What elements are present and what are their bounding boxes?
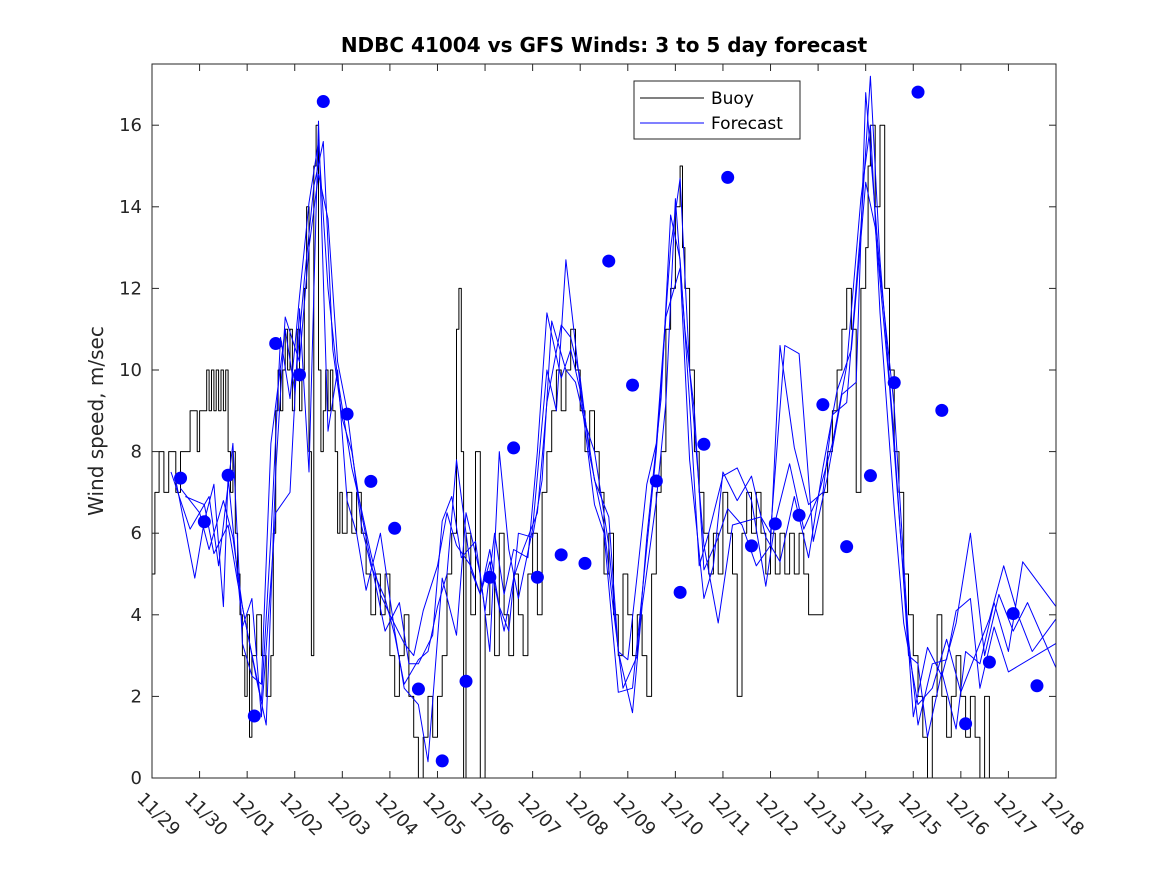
y-tick-label: 12	[119, 278, 142, 299]
x-tick-label: 12/14	[846, 789, 898, 841]
forecast-marker	[697, 437, 711, 451]
forecast-marker	[721, 170, 735, 184]
forecast-marker	[364, 474, 378, 488]
x-tick-label: 12/01	[228, 789, 280, 841]
axis-frame	[151, 63, 1057, 779]
legend-forecast-label: Forecast	[711, 114, 783, 134]
legend: Buoy Forecast	[633, 80, 801, 140]
forecast-marker	[982, 655, 996, 669]
forecast-marker	[507, 441, 521, 455]
marker-layer	[174, 85, 1044, 768]
forecast-marker	[292, 368, 306, 382]
x-tick-label: 12/17	[989, 789, 1041, 841]
forecast-marker	[221, 468, 235, 482]
y-tick-label: 0	[131, 768, 142, 789]
y-axis-label: Wind speed, m/sec	[84, 326, 108, 516]
forecast-series-line-1	[175, 92, 1057, 763]
x-tick-label: 12/04	[370, 789, 422, 841]
forecast-marker	[197, 515, 211, 529]
chart-title: NDBC 41004 vs GFS Winds: 3 to 5 day fore…	[341, 33, 868, 57]
forecast-marker	[935, 403, 949, 417]
forecast-marker	[340, 407, 354, 421]
forecast-marker	[316, 95, 330, 109]
plot-area	[152, 64, 1056, 778]
legend-buoy-label: Buoy	[711, 89, 754, 109]
x-tick-label: 11/30	[180, 789, 232, 841]
forecast-marker	[483, 570, 497, 584]
forecast-marker	[459, 674, 473, 688]
x-tick-label: 12/09	[608, 789, 660, 841]
forecast-marker	[554, 548, 568, 562]
forecast-marker	[174, 471, 188, 485]
forecast-marker	[1030, 679, 1044, 693]
x-tick-label: 12/02	[275, 789, 327, 841]
x-tick-label: 12/07	[513, 789, 565, 841]
forecast-marker	[530, 570, 544, 584]
forecast-marker	[863, 469, 877, 483]
x-tick-label: 11/29	[132, 789, 184, 841]
y-axis: 0 2 4 6 8 10 12 14 16	[119, 115, 1056, 789]
x-tick-label: 12/08	[561, 789, 613, 841]
x-tick-label: 12/18	[1036, 789, 1088, 841]
x-tick-label: 12/16	[941, 789, 993, 841]
y-tick-label: 8	[131, 442, 142, 463]
forecast-marker	[435, 754, 449, 768]
y-tick-label: 10	[119, 360, 142, 381]
x-tick-label: 12/15	[894, 789, 946, 841]
x-tick-label: 12/13	[799, 789, 851, 841]
x-tick-label: 12/05	[418, 789, 470, 841]
x-tick-label: 12/06	[466, 789, 518, 841]
series-layer	[152, 75, 1057, 779]
forecast-marker	[768, 517, 782, 531]
y-tick-label: 14	[119, 197, 142, 218]
y-tick-label: 4	[131, 605, 142, 626]
axes-box	[151, 63, 1057, 779]
forecast-marker	[887, 376, 901, 390]
forecast-marker	[792, 508, 806, 522]
forecast-marker	[578, 556, 592, 570]
forecast-marker	[411, 682, 425, 696]
forecast-marker	[816, 398, 830, 412]
y-tick-label: 6	[131, 523, 142, 544]
buoy-series-line	[152, 124, 995, 779]
forecast-marker	[744, 539, 758, 553]
forecast-marker	[626, 378, 640, 392]
x-tick-label: 12/11	[703, 789, 755, 841]
y-tick-label: 2	[131, 686, 142, 707]
forecast-marker	[388, 521, 402, 535]
forecast-marker	[1006, 607, 1020, 621]
forecast-marker	[911, 85, 925, 99]
forecast-marker	[602, 254, 616, 268]
forecast-series-line-4	[185, 124, 1057, 706]
forecast-marker	[959, 717, 973, 731]
legend-box	[633, 80, 801, 140]
forecast-marker	[247, 709, 261, 723]
y-tick-label: 16	[119, 115, 142, 136]
forecast-marker	[840, 540, 854, 554]
forecast-marker	[673, 585, 687, 599]
forecast-marker	[269, 336, 283, 350]
x-tick-label: 12/10	[656, 789, 708, 841]
forecast-marker	[649, 474, 663, 488]
x-tick-label: 12/03	[323, 789, 375, 841]
x-tick-label: 12/12	[751, 789, 803, 841]
